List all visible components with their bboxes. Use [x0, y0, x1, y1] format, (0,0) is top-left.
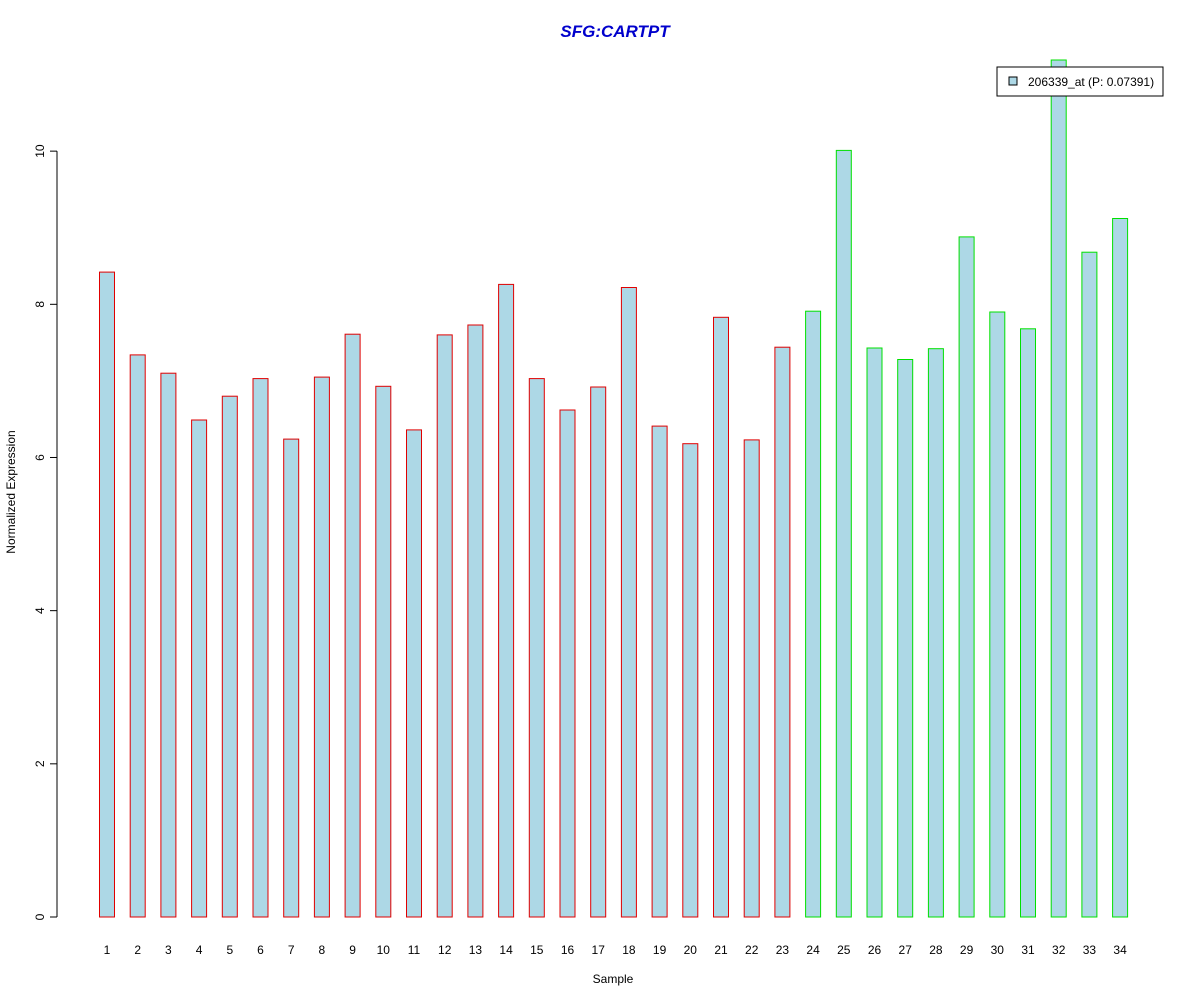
bar-sample-10 — [375, 385, 392, 918]
x-tick-label: 20 — [684, 943, 698, 957]
bar-sample-7 — [283, 438, 300, 918]
legend: 206339_at (P: 0.07391) — [996, 66, 1164, 97]
x-tick-label: 14 — [499, 943, 513, 957]
x-tick-label: 15 — [530, 943, 544, 957]
bar-sample-13 — [467, 324, 484, 918]
x-tick-label: 25 — [837, 943, 851, 957]
x-tick-label: 10 — [377, 943, 391, 957]
x-tick-label: 32 — [1052, 943, 1066, 957]
bar-sample-29 — [958, 236, 975, 918]
x-tick-label: 21 — [714, 943, 728, 957]
bar-sample-33 — [1081, 251, 1098, 918]
x-tick-label: 24 — [806, 943, 820, 957]
bar-sample-17 — [590, 386, 607, 918]
x-tick-label: 9 — [349, 943, 356, 957]
bar-sample-16 — [559, 409, 576, 918]
bar-sample-5 — [221, 395, 238, 918]
bar-sample-20 — [682, 443, 699, 918]
bar-sample-11 — [406, 429, 422, 918]
x-tick-label: 2 — [134, 943, 141, 957]
x-tick-label: 16 — [561, 943, 575, 957]
x-axis-label: Sample — [593, 972, 634, 986]
x-tick-label: 5 — [226, 943, 233, 957]
chart-title: SFG:CARTPT — [560, 22, 671, 41]
bar-sample-12 — [436, 334, 453, 918]
x-tick-label: 23 — [776, 943, 790, 957]
y-tick-label: 6 — [33, 454, 47, 461]
x-tick-label: 30 — [991, 943, 1005, 957]
x-tick-label: 11 — [408, 943, 421, 957]
y-tick-label: 2 — [33, 760, 47, 767]
x-tick-label: 19 — [653, 943, 667, 957]
legend-swatch — [1008, 76, 1018, 86]
bar-sample-3 — [160, 372, 177, 918]
bar-sample-4 — [191, 419, 208, 918]
bar-sample-21 — [713, 316, 729, 918]
bar-sample-8 — [313, 376, 330, 918]
bar-sample-15 — [528, 378, 545, 918]
x-tick-label: 22 — [745, 943, 759, 957]
x-tick-label: 29 — [960, 943, 974, 957]
x-tick-labels: 1 2 3 4 5 6 7 8 9 10 11 12 13 14 15 16 17 18 19 20 21 22 23 24 2… — [104, 943, 1127, 957]
bar-sample-28 — [927, 348, 944, 918]
x-tick-label: 27 — [899, 943, 913, 957]
y-tick-label: 0 — [33, 913, 47, 920]
y-tick-label: 10 — [33, 144, 47, 158]
x-tick-label: 4 — [196, 943, 203, 957]
x-tick-label: 18 — [622, 943, 636, 957]
legend-box — [996, 66, 1164, 97]
bar-sample-23 — [774, 346, 791, 918]
x-tick-label: 6 — [257, 943, 264, 957]
x-tick-label: 13 — [469, 943, 483, 957]
bar-sample-25 — [835, 149, 852, 918]
bar-sample-22 — [743, 439, 760, 918]
bar-sample-19 — [651, 425, 668, 918]
bar-sample-31 — [1020, 328, 1036, 918]
bar-sample-32 — [1050, 59, 1067, 918]
bar-sample-18 — [620, 287, 637, 918]
x-tick-label: 33 — [1083, 943, 1097, 957]
x-tick-label: 31 — [1021, 943, 1035, 957]
x-tick-label: 12 — [438, 943, 452, 957]
x-tick-label: 7 — [288, 943, 295, 957]
bars-group — [99, 59, 1129, 918]
x-tick-label: 26 — [868, 943, 882, 957]
bar-sample-1 — [99, 271, 115, 918]
x-tick-label: 28 — [929, 943, 943, 957]
legend-label: 206339_at (P: 0.07391) — [1028, 75, 1154, 89]
y-axis-label: Normalized Expression — [4, 430, 18, 553]
x-tick-label: 1 — [104, 943, 111, 957]
bar-sample-6 — [252, 378, 269, 918]
bar-sample-30 — [989, 311, 1006, 918]
bar-sample-34 — [1112, 218, 1129, 918]
y-tick-label: 8 — [33, 301, 47, 308]
x-tick-label: 3 — [165, 943, 172, 957]
bar-sample-14 — [498, 283, 515, 918]
y-axis: 0 2 4 6 8 10 — [33, 144, 58, 920]
x-tick-label: 8 — [319, 943, 326, 957]
x-tick-label: 34 — [1113, 943, 1127, 957]
bar-sample-27 — [897, 359, 914, 918]
x-tick-label: 17 — [592, 943, 606, 957]
bar-sample-26 — [866, 347, 883, 918]
y-tick-label: 4 — [33, 607, 47, 614]
bar-sample-24 — [805, 310, 822, 918]
bar-sample-2 — [129, 354, 146, 918]
bar-sample-9 — [344, 333, 361, 918]
